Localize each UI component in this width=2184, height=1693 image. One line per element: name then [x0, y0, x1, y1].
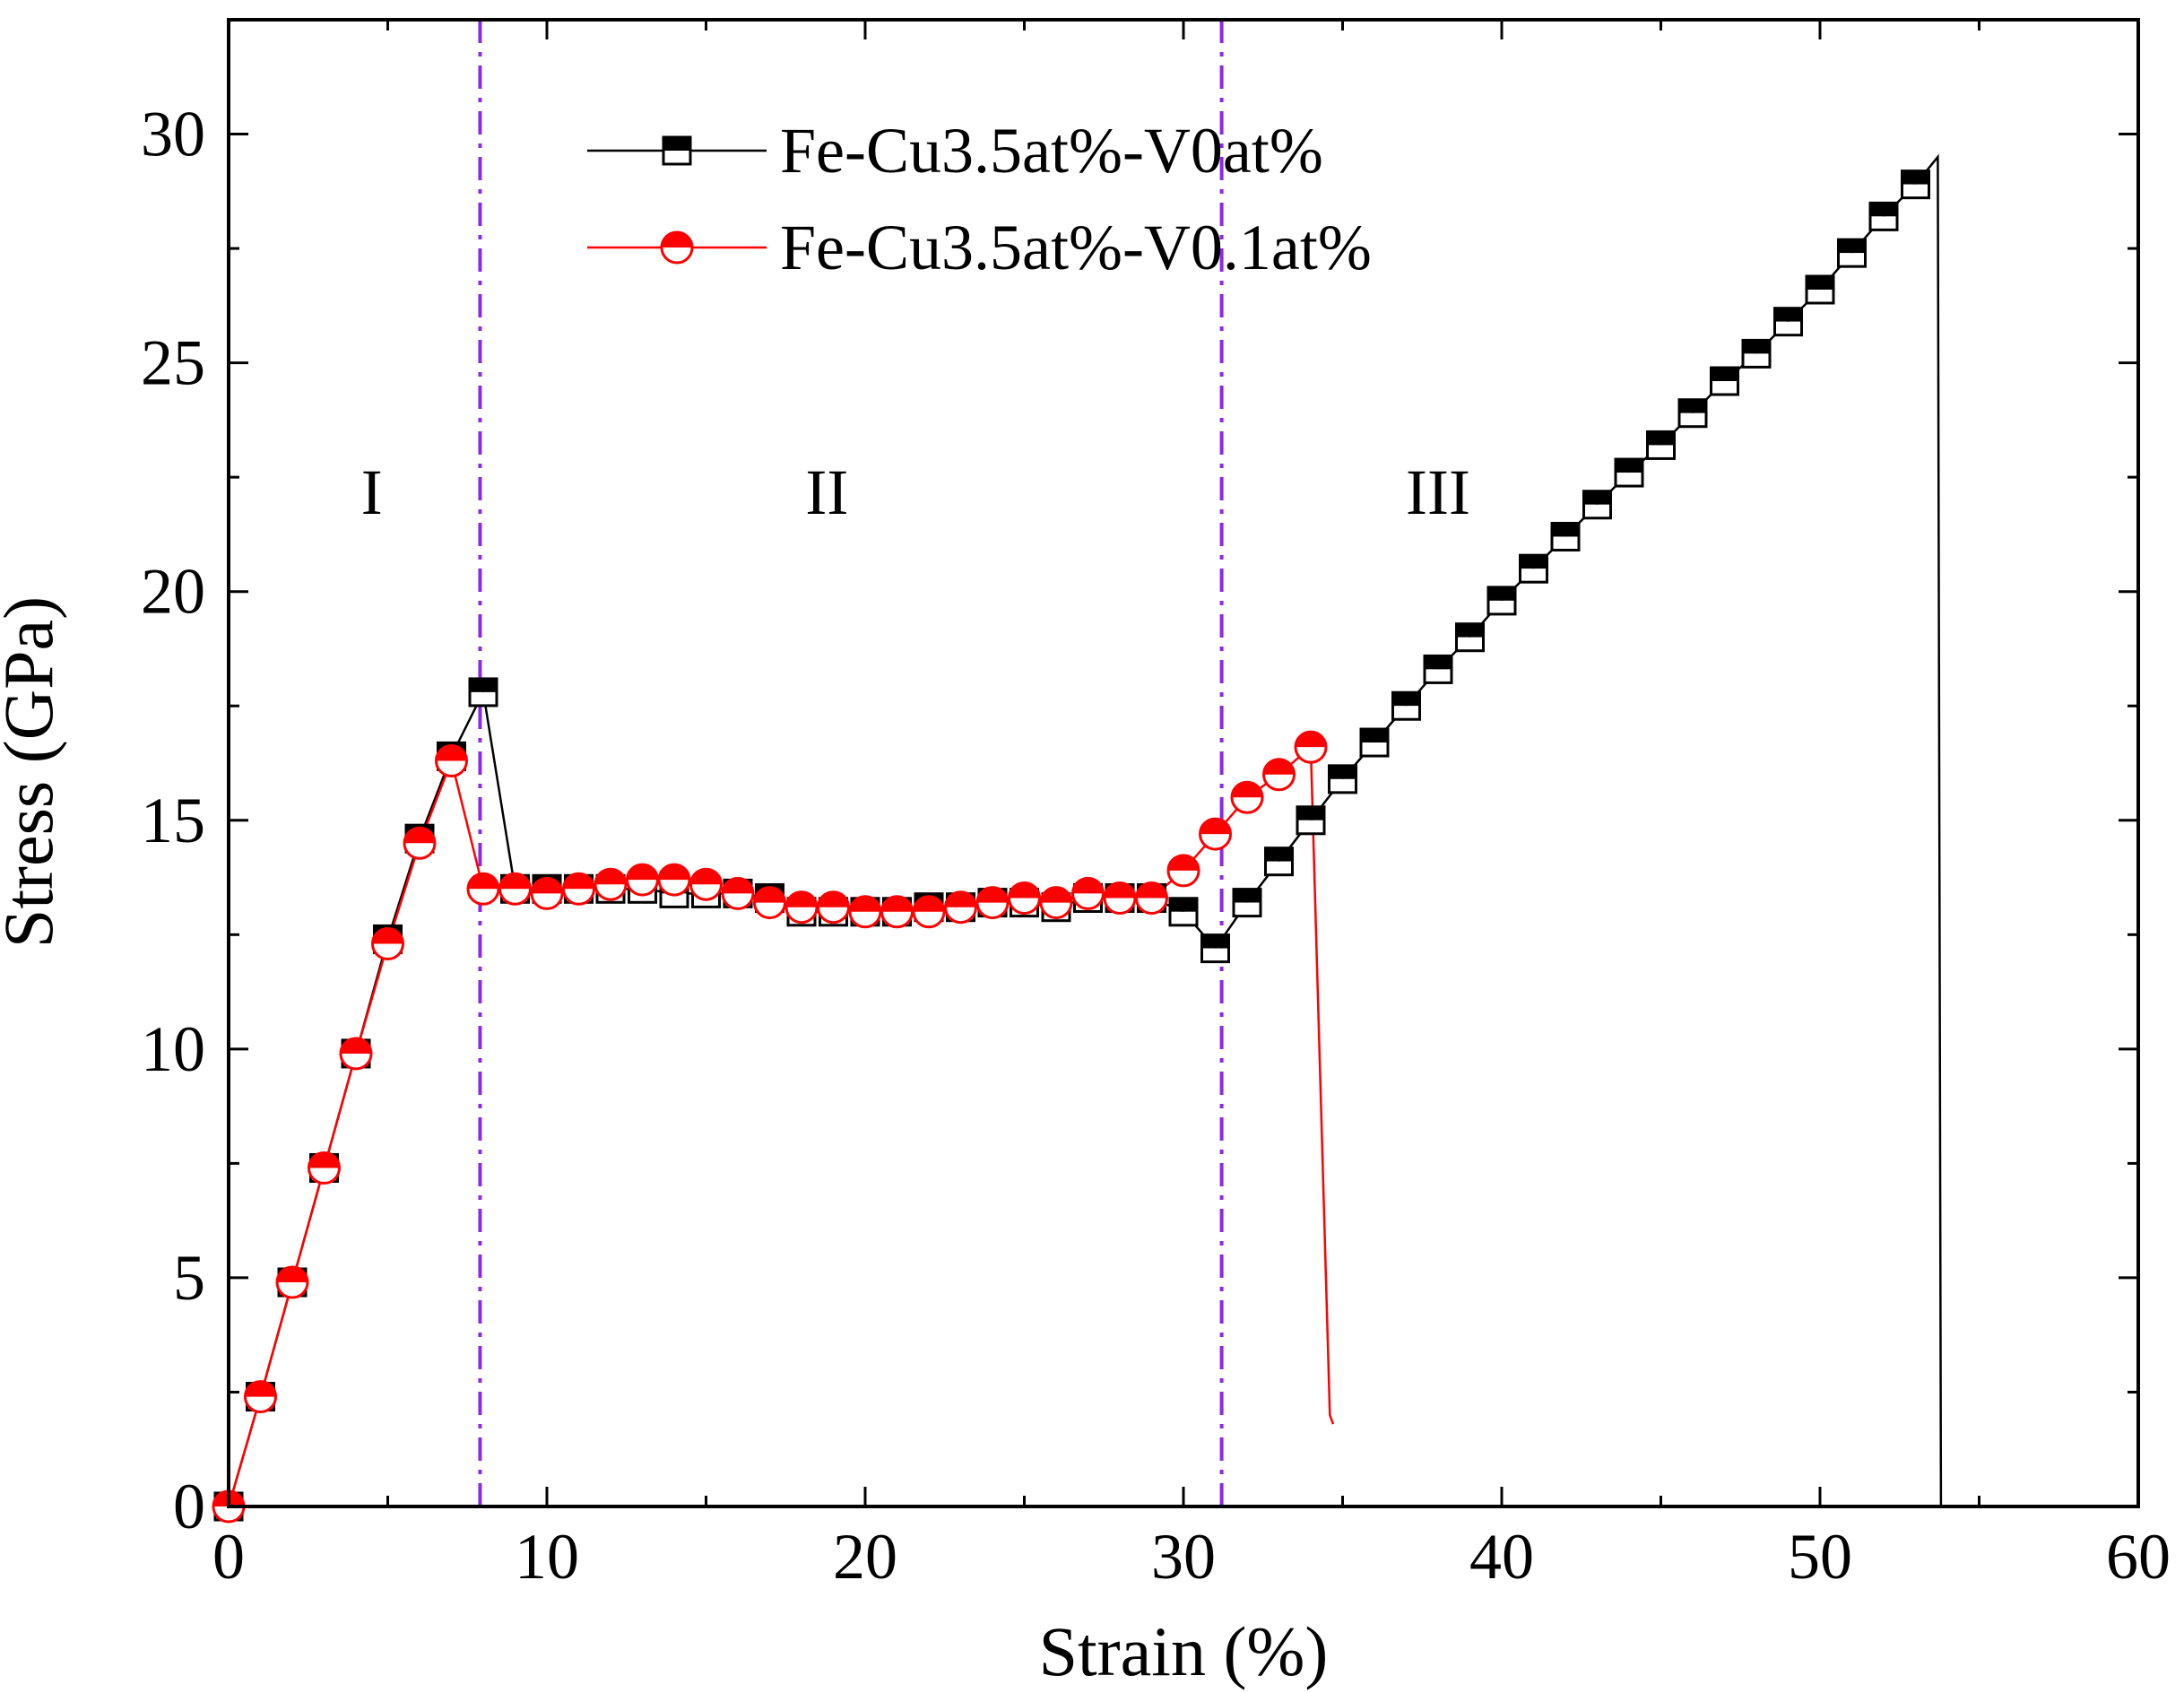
x-tick-label: 0 — [212, 1521, 245, 1593]
data-point-series-1 — [1008, 881, 1041, 915]
region-label: I — [361, 456, 383, 528]
region-label: III — [1406, 456, 1470, 528]
x-tick-label: 50 — [1788, 1521, 1852, 1593]
data-point-series-0 — [1296, 805, 1326, 836]
data-point-series-1 — [944, 890, 977, 925]
data-point-series-0 — [1550, 521, 1581, 551]
x-tick-label: 20 — [833, 1521, 897, 1593]
y-tick-label: 30 — [141, 99, 205, 170]
data-point-series-0 — [1168, 897, 1199, 927]
data-point-series-0 — [1837, 238, 1867, 268]
data-point-series-0 — [1710, 366, 1739, 396]
data-point-series-1 — [275, 1265, 309, 1299]
data-point-series-1 — [880, 895, 914, 929]
data-point-series-1 — [1262, 758, 1296, 792]
data-point-series-1 — [371, 927, 404, 961]
data-point-series-0 — [1773, 307, 1803, 337]
y-tick-label: 25 — [141, 327, 205, 399]
data-point-series-1 — [339, 1037, 373, 1071]
data-point-series-1 — [435, 743, 468, 777]
data-point-series-0 — [1328, 764, 1357, 794]
data-point-series-0 — [1391, 690, 1421, 721]
data-point-series-0 — [1455, 622, 1485, 653]
data-point-series-1 — [594, 867, 628, 901]
data-point-series-1 — [1199, 817, 1232, 851]
data-point-series-1 — [689, 867, 723, 901]
data-point-series-0 — [1677, 398, 1708, 429]
y-tick-label: 20 — [141, 556, 205, 628]
y-tick-label: 15 — [141, 785, 205, 856]
data-point-series-1 — [530, 876, 564, 910]
data-point-series-0 — [1582, 490, 1612, 520]
data-point-series-1 — [1294, 730, 1328, 764]
y-tick-label: 5 — [173, 1242, 205, 1314]
data-point-series-1 — [308, 1150, 341, 1185]
data-point-series-1 — [403, 826, 437, 860]
legend: Fe-Cu3.5at%-V0at% Fe-Cu3.5at%-V0.1at% — [587, 115, 1372, 283]
data-point-series-0 — [1359, 727, 1390, 758]
y-axis-label: Stress (GPa) — [0, 596, 67, 948]
legend-label: Fe-Cu3.5at%-V0.1at% — [780, 212, 1372, 283]
data-point-series-0 — [468, 677, 498, 708]
data-point-series-0 — [1805, 274, 1835, 305]
data-point-series-0 — [1646, 430, 1676, 460]
x-tick-label: 40 — [1469, 1521, 1534, 1593]
data-point-series-1 — [721, 876, 755, 910]
data-point-series-1 — [244, 1380, 277, 1414]
series-line-0 — [227, 153, 1943, 1507]
legend-marker — [660, 230, 694, 265]
data-point-series-1 — [626, 863, 659, 897]
legend-label: Fe-Cu3.5at%-V0at% — [780, 115, 1323, 187]
data-point-series-0 — [1486, 586, 1517, 616]
data-point-series-1 — [657, 863, 691, 897]
x-tick-label: 30 — [1151, 1521, 1216, 1593]
data-point-series-1 — [784, 890, 819, 925]
data-point-series-0 — [1868, 201, 1899, 231]
data-point-series-1 — [1071, 876, 1105, 910]
x-tick-label: 60 — [2106, 1521, 2171, 1593]
data-point-series-1 — [466, 872, 500, 906]
data-point-series-1 — [1230, 780, 1264, 814]
data-point-series-1 — [1103, 881, 1137, 915]
x-axis-label: Strain (%) — [1039, 1612, 1329, 1690]
data-point-series-0 — [1614, 457, 1644, 488]
data-point-series-1 — [975, 886, 1010, 920]
data-point-series-0 — [1423, 654, 1453, 684]
x-tick-label: 10 — [515, 1521, 579, 1593]
data-point-series-0 — [1741, 338, 1772, 369]
y-tick-label: 10 — [141, 1013, 205, 1085]
data-point-series-1 — [1166, 854, 1200, 888]
data-point-series-1 — [848, 895, 882, 929]
y-tick-label: 0 — [173, 1471, 205, 1542]
data-point-series-0 — [1901, 169, 1930, 200]
data-point-series-1 — [498, 872, 532, 906]
data-point-series-1 — [1135, 881, 1168, 915]
data-point-series-1 — [817, 890, 850, 925]
data-point-series-1 — [1039, 886, 1073, 920]
data-point-series-1 — [562, 872, 595, 906]
legend-marker — [662, 135, 692, 166]
data-point-series-0 — [1264, 846, 1294, 877]
data-point-series-0 — [1200, 933, 1230, 964]
data-point-series-1 — [912, 895, 946, 929]
data-point-series-0 — [1232, 888, 1262, 918]
region-label: II — [805, 456, 848, 528]
series-line-1 — [227, 744, 1335, 1507]
data-point-series-1 — [753, 886, 786, 920]
data-point-series-0 — [1519, 553, 1548, 584]
